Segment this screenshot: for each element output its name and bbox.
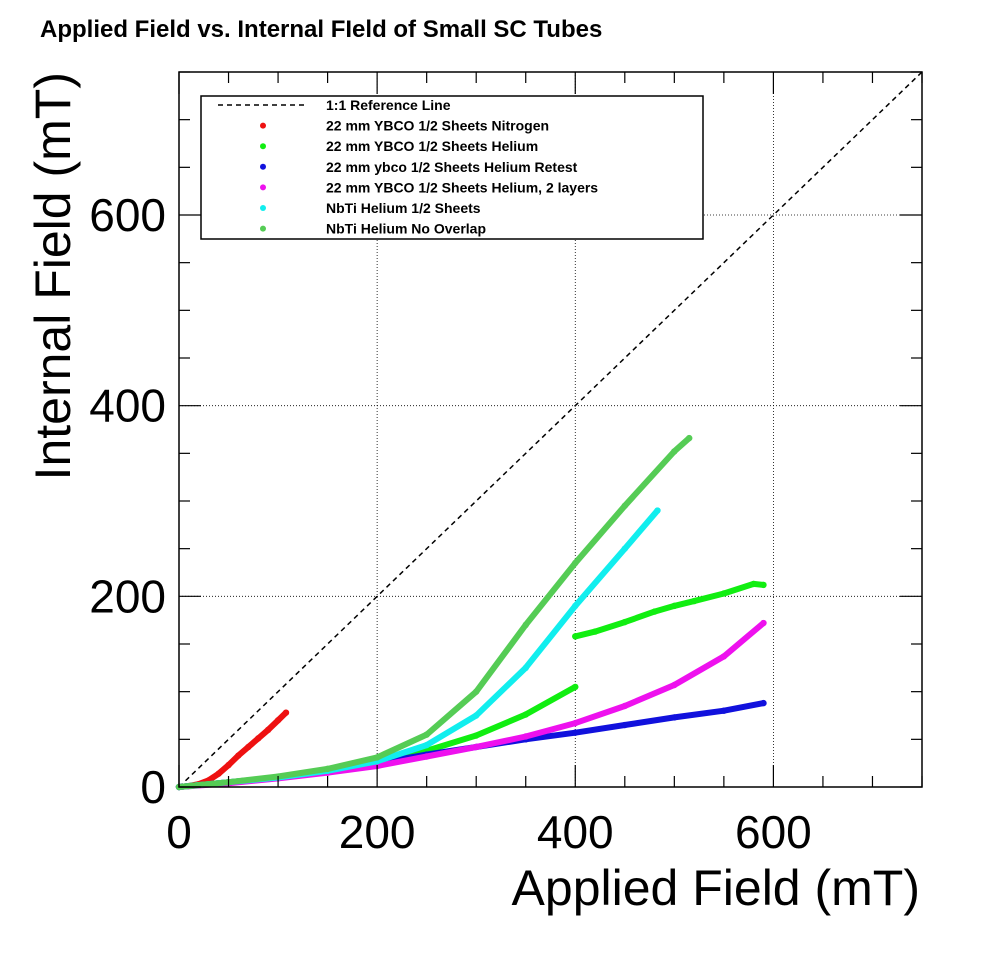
legend-box — [200, 95, 704, 240]
data-point — [572, 602, 579, 610]
data-point — [235, 752, 242, 759]
data-point — [423, 731, 430, 738]
data-point — [572, 683, 579, 691]
reference-line — [178, 71, 923, 788]
y-tick-label: 200 — [89, 570, 166, 622]
data-point — [621, 502, 628, 509]
data-point — [423, 753, 430, 760]
y-tick-label: 600 — [89, 189, 166, 241]
legend-marker — [260, 143, 266, 150]
chart-title: Applied Field vs. Internal FIeld of Smal… — [40, 16, 603, 43]
data-point — [720, 707, 728, 714]
y-tick-label: 400 — [89, 380, 166, 432]
data-point — [621, 545, 628, 552]
series-line — [176, 435, 693, 790]
data-point — [671, 714, 678, 721]
data-point — [255, 735, 262, 742]
data-point — [572, 719, 579, 727]
data-point — [720, 590, 728, 597]
x-tick-label: 600 — [735, 806, 812, 858]
tick-labels: 0 200 400 600 0 200 400 600 — [89, 189, 812, 858]
series-line — [572, 580, 767, 640]
x-tick-label: 400 — [537, 806, 614, 858]
data-point — [522, 711, 529, 718]
data-point — [572, 633, 579, 640]
data-point — [690, 597, 698, 605]
legend-label: NbTi Helium No Overlap — [326, 221, 486, 237]
data-point — [685, 434, 693, 442]
data-point — [225, 761, 232, 769]
data-point — [473, 712, 480, 719]
data-point — [473, 688, 480, 695]
data-point — [522, 733, 529, 740]
data-point — [654, 507, 661, 514]
data-point — [760, 699, 767, 707]
series-5 — [175, 434, 693, 791]
x-tick-label: 0 — [166, 806, 192, 858]
data-point — [760, 581, 767, 589]
legend-marker — [260, 122, 266, 129]
data-point — [591, 628, 599, 635]
data-point — [245, 743, 252, 751]
legend-marker — [260, 205, 266, 211]
x-tick-label: 200 — [339, 806, 416, 858]
series-layer — [175, 434, 767, 791]
data-point — [621, 721, 628, 729]
data-point — [522, 621, 529, 629]
data-point — [282, 709, 290, 716]
y-axis-label: Internal Field (mT) — [25, 72, 81, 480]
legend-marker — [260, 184, 266, 191]
data-point — [572, 559, 579, 567]
data-point — [264, 726, 272, 733]
legend-label: 22 mm YBCO 1/2 Sheets Nitrogen — [326, 118, 549, 134]
legend-label: 22 mm YBCO 1/2 Sheets Helium — [326, 138, 538, 154]
x-axis-label: Applied Field (mT) — [512, 860, 920, 916]
legend-label: 22 mm YBCO 1/2 Sheets Helium, 2 layers — [326, 179, 598, 195]
data-point — [423, 741, 430, 749]
data-point — [760, 619, 767, 627]
legend-label: 22 mm ybco 1/2 Sheets Helium Retest — [326, 159, 578, 175]
data-point — [522, 664, 529, 672]
data-point — [473, 732, 480, 739]
data-point — [621, 702, 628, 710]
legend-marker — [260, 225, 266, 232]
data-point — [572, 729, 579, 736]
tick-marks — [178, 71, 923, 788]
plot-frame — [178, 71, 923, 788]
legend-marker — [260, 163, 266, 170]
data-point — [720, 653, 728, 660]
data-point — [671, 602, 678, 610]
data-point — [671, 681, 678, 689]
reference-line-layer — [178, 71, 923, 788]
series-line — [176, 620, 767, 790]
data-point — [651, 608, 658, 615]
data-point — [324, 765, 331, 773]
legend-label: NbTi Helium 1/2 Sheets — [326, 200, 481, 216]
data-point — [621, 618, 628, 626]
y-tick-label: 0 — [140, 761, 166, 813]
data-point — [750, 580, 757, 588]
data-point — [373, 754, 381, 761]
data-point — [215, 770, 222, 777]
data-point — [274, 717, 282, 724]
legend: 1:1 Reference Line 22 mm YBCO 1/2 Sheets … — [200, 95, 704, 240]
data-point — [671, 448, 678, 455]
data-point — [473, 743, 480, 751]
legend-label: 1:1 Reference Line — [326, 97, 451, 113]
